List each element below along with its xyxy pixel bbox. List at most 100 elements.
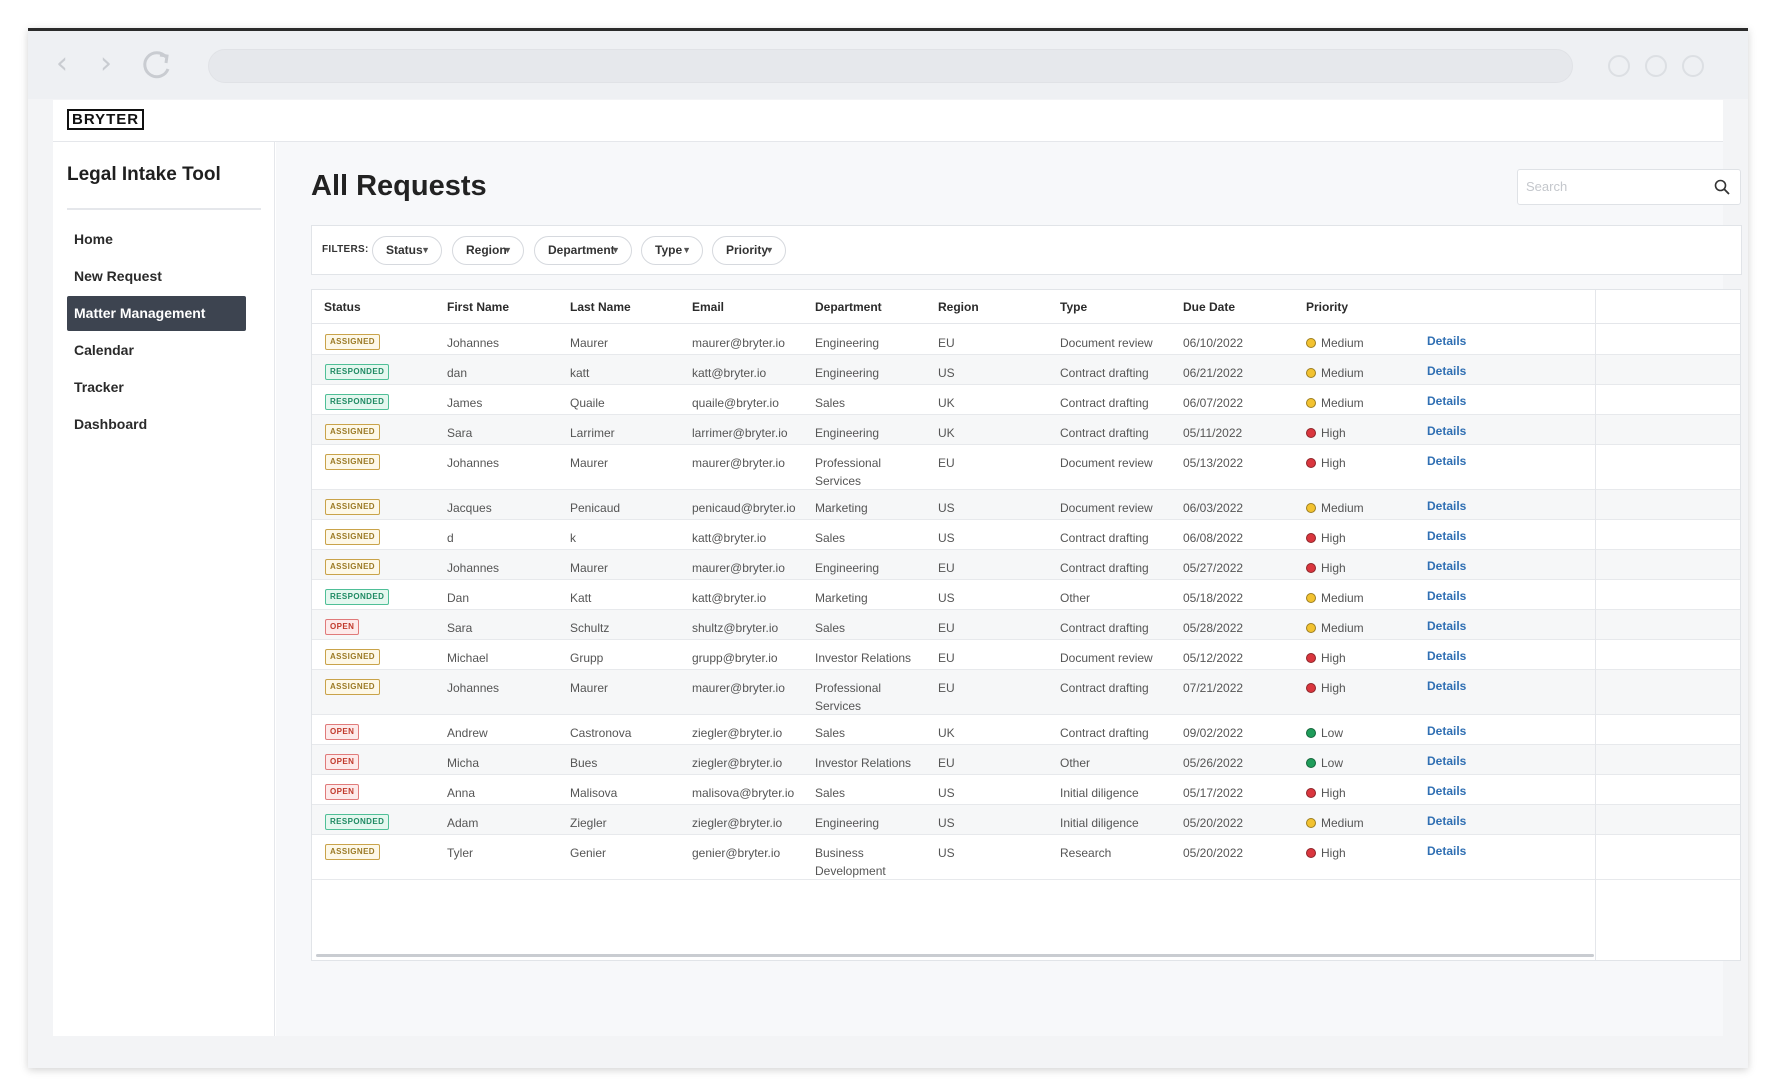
horizontal-scrollbar[interactable] [316, 954, 1594, 957]
cell-email: larrimer@bryter.io [692, 426, 788, 440]
cell-due-date: 09/02/2022 [1183, 726, 1244, 740]
search-icon[interactable] [1714, 179, 1730, 195]
search-input[interactable]: Search [1517, 169, 1741, 205]
cell-type: Contract drafting [1060, 621, 1149, 635]
cell-department: Engineering [815, 334, 879, 352]
status-badge: RESPONDED [325, 394, 390, 410]
sidebar-item-tracker[interactable]: Tracker [74, 379, 124, 395]
details-link[interactable]: Details [1427, 649, 1467, 663]
sidebar-item-matter-management[interactable]: Matter Management [67, 296, 246, 331]
sidebar-item-home[interactable]: Home [74, 231, 113, 247]
cell-region: UK [938, 426, 955, 440]
cell-email: ziegler@bryter.io [692, 816, 783, 830]
department-line: Professional [815, 456, 882, 470]
filter-chip-label: Priority [726, 243, 769, 257]
table-row: OPEN Anna Malisova malisova@bryter.io Sales U… [312, 775, 1740, 805]
cell-department: Sales [815, 784, 845, 802]
cell-region: EU [938, 756, 955, 770]
cell-due-date: 06/10/2022 [1183, 336, 1244, 350]
column-header-email[interactable]: Email [692, 300, 725, 314]
column-header-priority[interactable]: Priority [1306, 300, 1349, 314]
column-header-first-name[interactable]: First Name [447, 300, 510, 314]
back-icon[interactable]: ‹ [56, 46, 68, 81]
window-control-minimize[interactable] [1608, 55, 1630, 77]
cell-type: Contract drafting [1060, 366, 1149, 380]
filter-department-dropdown[interactable]: Department ▼ [534, 236, 632, 265]
sidebar-item-dashboard[interactable]: Dashboard [74, 416, 148, 432]
status-badge: ASSIGNED [325, 424, 380, 440]
cell-last-name: Malisova [570, 786, 618, 800]
window-control-close[interactable] [1682, 55, 1704, 77]
cell-department: Professional Services [815, 454, 881, 490]
filter-priority-dropdown[interactable]: Priority ▼ [712, 236, 786, 265]
address-bar[interactable] [208, 49, 1573, 83]
details-link[interactable]: Details [1427, 814, 1467, 828]
column-header-status[interactable]: Status [324, 300, 361, 314]
details-link[interactable]: Details [1427, 559, 1467, 573]
cell-priority: Medium [1321, 336, 1364, 350]
window-control-maximize[interactable] [1645, 55, 1667, 77]
cell-first-name: Anna [447, 786, 476, 800]
details-link[interactable]: Details [1427, 784, 1467, 798]
cell-priority: Medium [1321, 366, 1364, 380]
cell-priority: High [1321, 561, 1346, 575]
cell-type: Document review [1060, 651, 1153, 665]
details-link[interactable]: Details [1427, 424, 1467, 438]
cell-department: Sales [815, 394, 845, 412]
details-link[interactable]: Details [1427, 724, 1467, 738]
column-header-region[interactable]: Region [938, 300, 979, 314]
cell-priority: Medium [1321, 396, 1364, 410]
chevron-down-icon: ▼ [421, 245, 430, 255]
column-header-last-name[interactable]: Last Name [570, 300, 631, 314]
sidebar-item-new-request[interactable]: New Request [74, 268, 162, 284]
details-link[interactable]: Details [1427, 394, 1467, 408]
cell-first-name: Jacques [447, 501, 492, 515]
details-link[interactable]: Details [1427, 589, 1467, 603]
forward-icon[interactable]: › [100, 46, 112, 81]
cell-type: Other [1060, 591, 1091, 605]
status-badge: OPEN [325, 784, 360, 800]
priority-medium-icon [1306, 623, 1316, 633]
cell-region: UK [938, 726, 955, 740]
filter-bar: FILTERS: Status ▼ Region ▼ Department ▼ Type ▼ P… [311, 225, 1742, 275]
filter-chip-label: Type [655, 243, 683, 257]
cell-due-date: 05/13/2022 [1183, 456, 1244, 470]
column-header-due-date[interactable]: Due Date [1183, 300, 1236, 314]
chevron-down-icon: ▼ [611, 245, 620, 255]
details-link[interactable]: Details [1427, 499, 1467, 513]
main-content: All Requests Search FILTERS: Status ▼ Regi… [276, 142, 1742, 1036]
cell-first-name: Johannes [447, 456, 500, 470]
details-link[interactable]: Details [1427, 454, 1467, 468]
priority-medium-icon [1306, 593, 1316, 603]
cell-priority: Low [1321, 756, 1344, 770]
cell-last-name: Bues [570, 756, 598, 770]
details-link[interactable]: Details [1427, 844, 1467, 858]
details-link[interactable]: Details [1427, 754, 1467, 768]
table-row: RESPONDED Adam Ziegler ziegler@bryter.io Eng… [312, 805, 1740, 835]
details-link[interactable]: Details [1427, 619, 1467, 633]
details-link[interactable]: Details [1427, 529, 1467, 543]
cell-due-date: 05/20/2022 [1183, 816, 1244, 830]
cell-department: Investor Relations [815, 649, 911, 667]
details-link[interactable]: Details [1427, 364, 1467, 378]
sidebar-item-calendar[interactable]: Calendar [74, 342, 134, 358]
cell-department: Engineering [815, 559, 879, 577]
reload-icon[interactable] [136, 45, 176, 85]
table-row: ASSIGNED Johannes Maurer maurer@bryter.io Pr… [312, 445, 1740, 490]
bryter-logo[interactable]: BRYTER [67, 109, 145, 130]
cell-department: Sales [815, 529, 845, 547]
filter-region-dropdown[interactable]: Region ▼ [452, 236, 524, 265]
filter-status-dropdown[interactable]: Status ▼ [372, 236, 442, 265]
cell-priority: High [1321, 426, 1346, 440]
filter-type-dropdown[interactable]: Type ▼ [641, 236, 703, 265]
cell-first-name: Johannes [447, 561, 500, 575]
column-header-type[interactable]: Type [1060, 300, 1088, 314]
department-line: Engineering [815, 366, 880, 380]
cell-region: EU [938, 621, 955, 635]
details-link[interactable]: Details [1427, 334, 1467, 348]
column-header-department[interactable]: Department [815, 300, 882, 314]
details-link[interactable]: Details [1427, 679, 1467, 693]
table-row: OPEN Andrew Castronova ziegler@bryter.io Sal… [312, 715, 1740, 745]
department-line: Services [815, 474, 862, 488]
sidebar: Legal Intake Tool Home New Request Matter … [53, 142, 275, 1036]
